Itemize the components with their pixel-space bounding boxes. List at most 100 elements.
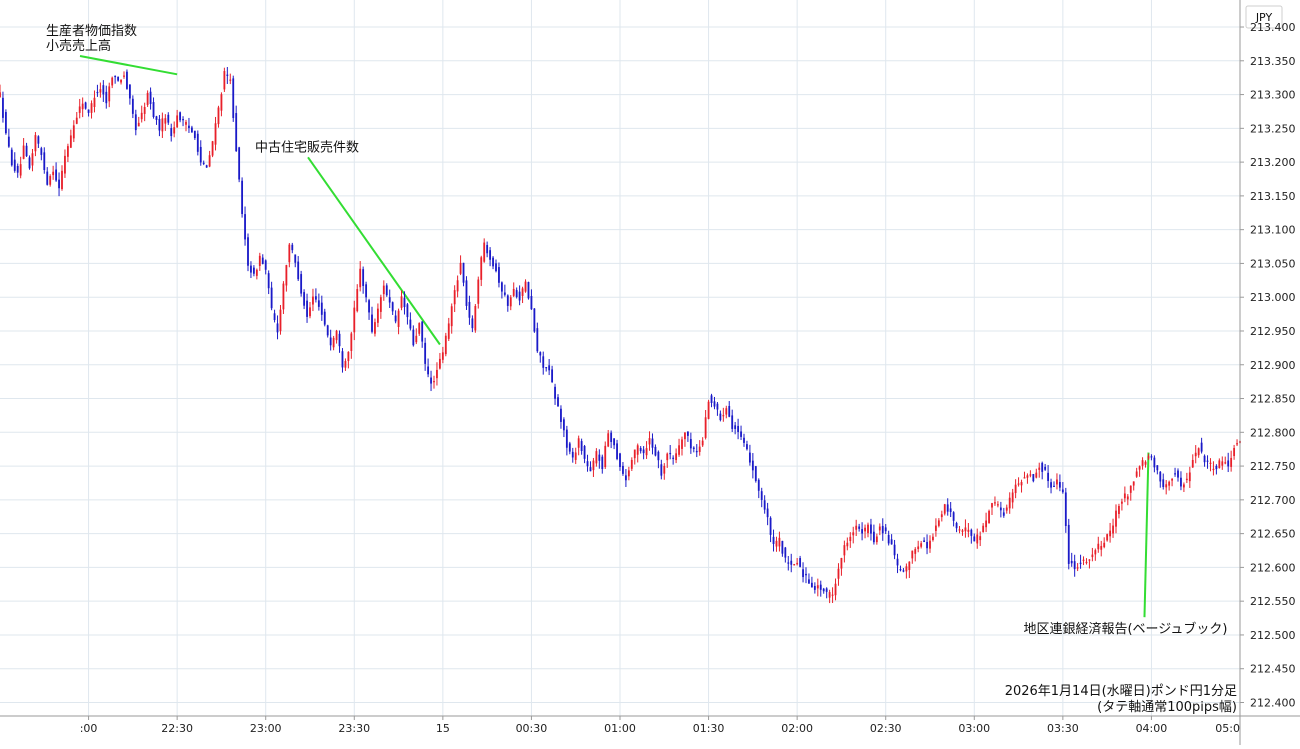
candle-down — [858, 526, 861, 529]
candle-up — [1112, 525, 1114, 534]
candle-down — [772, 536, 775, 544]
x-tick-layer: :00 22:30 23:00 23:30 15 00:30 01:00 01:30 02:00… — [80, 716, 1241, 735]
annotation-line-layer — [79, 55, 1150, 618]
candle-up — [1197, 448, 1200, 456]
candle-up — [75, 117, 78, 124]
candle-up — [1094, 550, 1097, 555]
candle-down — [1200, 442, 1203, 452]
candle-up — [633, 449, 636, 459]
candle-down — [326, 325, 329, 336]
candle-down — [946, 504, 949, 512]
candle-up — [379, 297, 382, 312]
candle-down — [639, 447, 642, 452]
candle-up — [90, 103, 93, 113]
candle-down — [810, 582, 813, 588]
candle-up — [837, 568, 840, 579]
candle-down — [571, 451, 574, 458]
candle-up — [684, 432, 686, 440]
candle-up — [905, 566, 908, 572]
x-tick-label: 00:30 — [516, 722, 548, 735]
candle-down — [394, 315, 397, 322]
candle-down — [46, 171, 49, 185]
y-tick-label: 213.000 — [1250, 291, 1296, 304]
candle-down — [13, 159, 16, 171]
candle-down — [105, 91, 108, 104]
candle-down — [409, 319, 412, 329]
candle-down — [182, 119, 184, 121]
candle-down — [686, 431, 689, 436]
candle-up — [31, 153, 34, 166]
candle-up — [701, 440, 704, 446]
y-tick-layer: 213.400 213.350 213.300 213.250 213.200 213.1… — [1240, 21, 1296, 709]
candle-down — [28, 157, 31, 169]
candle-up — [347, 351, 350, 362]
candle-down — [740, 431, 742, 437]
candle-down — [754, 466, 757, 481]
candle-down — [4, 112, 7, 134]
candle-down — [131, 98, 134, 114]
candle-down — [743, 437, 745, 443]
candle-up — [846, 542, 849, 547]
candle-down — [970, 529, 973, 536]
candle-down — [196, 133, 199, 152]
candle-up — [433, 381, 435, 383]
candle-up — [595, 451, 598, 464]
candle-up — [1123, 493, 1126, 499]
candle-up — [146, 92, 149, 105]
candle-up — [1109, 530, 1112, 537]
candle-down — [619, 453, 621, 467]
candle-up — [512, 288, 515, 296]
candle-up — [344, 361, 347, 368]
candle-down — [388, 297, 391, 303]
candle-up — [940, 514, 943, 518]
candle-down — [1174, 473, 1176, 475]
candle-down — [926, 542, 928, 549]
candle-down — [808, 579, 810, 584]
candle-up — [1011, 492, 1014, 503]
footer-line-2: (タテ軸通常100pips幅) — [1097, 700, 1237, 715]
candle-up — [450, 306, 453, 327]
candle-up — [258, 255, 261, 266]
x-tick-label: :00 — [80, 722, 98, 735]
candle-down — [530, 295, 533, 310]
candle-down — [955, 523, 958, 529]
candle-up — [1165, 484, 1168, 488]
candle-up — [480, 257, 483, 280]
candle-up — [875, 536, 878, 543]
annotation-label: 中古住宅販売件数 — [255, 139, 359, 155]
candle-down — [568, 443, 571, 452]
unit-label: JPY — [1255, 11, 1273, 24]
candle-down — [329, 337, 332, 346]
candle-down — [486, 244, 489, 254]
candle-up — [1103, 542, 1106, 548]
candle-down — [1215, 465, 1218, 470]
candle-up — [1091, 554, 1094, 558]
candle-down — [527, 282, 530, 299]
y-tick-label: 212.900 — [1250, 359, 1296, 372]
candle-down — [1002, 512, 1005, 516]
candle-up — [288, 244, 291, 263]
candle-down — [114, 75, 117, 78]
candle-up — [831, 594, 834, 596]
candle-down — [250, 265, 252, 273]
candle-up — [666, 453, 669, 461]
candle-up — [441, 352, 444, 360]
candle-down — [565, 429, 568, 448]
candle-up — [577, 438, 580, 448]
x-tick-label: 23:00 — [250, 722, 282, 735]
candle-down — [247, 237, 249, 266]
candle-up — [707, 401, 710, 419]
candle-down — [598, 454, 601, 461]
candle-down — [267, 273, 270, 289]
candle-up — [211, 141, 214, 156]
candle-down — [264, 260, 267, 270]
y-tick-label: 212.450 — [1250, 663, 1296, 676]
candle-down — [1227, 460, 1230, 467]
candle-up — [1233, 447, 1236, 457]
candle-down — [601, 456, 604, 470]
candle-down — [622, 465, 624, 474]
y-tick-label: 212.400 — [1250, 696, 1296, 709]
candle-down — [43, 152, 46, 170]
